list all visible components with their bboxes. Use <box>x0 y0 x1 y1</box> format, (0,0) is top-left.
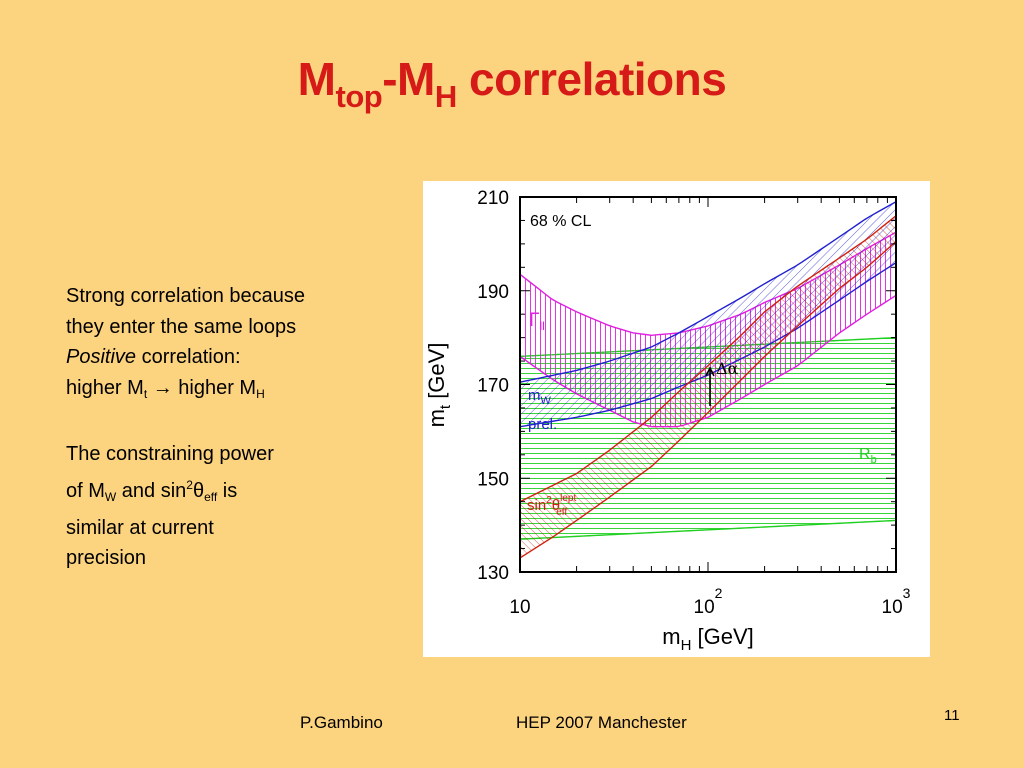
sin2theta-label: sin2θlept eff <box>527 493 576 518</box>
body-text: Strong correlation because they enter th… <box>66 281 396 574</box>
y-tick-label: 130 <box>477 563 509 584</box>
y-axis-label: mt [GeV] <box>424 343 454 428</box>
y-tick-label: 210 <box>477 188 509 209</box>
x-axis-label: mH [GeV] <box>662 624 754 654</box>
text-line: of MW and sin2θeff is <box>66 477 238 504</box>
mw-prel-label: prel. <box>528 416 557 433</box>
delta-alpha-label: Δα <box>716 359 739 378</box>
ticks-layer <box>519 196 897 573</box>
gamma-ll-label: Γll <box>529 310 545 333</box>
mt-mh-chart: 130 150 170 190 210 10 102 103 mH [GeV] mt [GeV] 6… <box>424 188 911 654</box>
mw-label: mW <box>528 387 552 407</box>
band-fill <box>520 201 896 427</box>
text-line: they enter the same loops <box>66 315 297 338</box>
bands-layer <box>520 201 896 559</box>
text-line: Strong correlation because <box>66 285 306 307</box>
text-line: precision <box>66 547 147 570</box>
footer-author: P.Gambino <box>300 713 383 732</box>
y-tick-label: 150 <box>477 469 509 490</box>
x-tick-label: 103 <box>882 585 911 618</box>
chart-figure: 130 150 170 190 210 10 102 103 mH [GeV] mt [GeV] 6… <box>423 181 930 657</box>
band-lower-edge <box>520 241 896 559</box>
text-line: similar at current <box>66 516 214 539</box>
x-tick-label: 102 <box>694 585 723 618</box>
band-lower-edge <box>520 519 896 540</box>
y-tick-label: 170 <box>477 376 509 397</box>
band-upper-edge <box>520 201 896 383</box>
band-fill <box>520 215 896 558</box>
x-tick-label: 10 <box>509 597 530 618</box>
page-number: 11 <box>944 707 960 724</box>
delta-alpha-arrowhead <box>705 366 715 377</box>
footer-event: HEP 2007 Manchester <box>516 713 687 732</box>
y-tick-label: 190 <box>477 282 509 303</box>
band-upper-edge <box>520 215 896 503</box>
slide-title: Mtop-MH correlations <box>297 53 727 114</box>
text-line: Positive correlation: <box>66 346 241 369</box>
text-line: The constraining power <box>66 443 274 466</box>
cl-annotation: 68 % CL <box>530 213 591 230</box>
text-line: higher Mt → higher MH <box>66 376 265 401</box>
rb-label: Rb <box>859 446 877 466</box>
